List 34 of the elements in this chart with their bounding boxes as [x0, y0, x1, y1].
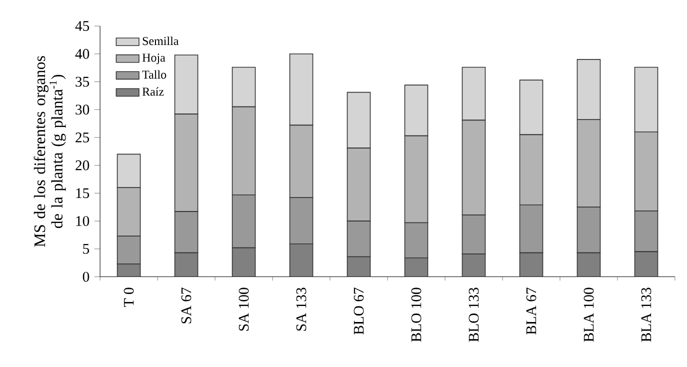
x-tick-label: SA 133	[296, 288, 306, 331]
x-tick-label: BLA 100	[584, 288, 594, 342]
legend-label: Hoja	[142, 54, 166, 64]
y-tick-label: 25	[76, 132, 90, 142]
y-tick-label: 10	[76, 216, 90, 226]
legend-label: Raíz	[142, 87, 164, 96]
y-tick-label: 15	[76, 188, 90, 198]
bar	[174, 252, 198, 277]
y-tick-label: 45	[75, 21, 90, 31]
x-tick-label: BLO 133	[468, 288, 479, 342]
bar	[404, 258, 428, 277]
bar	[634, 251, 658, 277]
x-tick-label: BLO 100	[411, 288, 422, 342]
x-tick-label: SA 100	[238, 288, 249, 331]
y-tick-label: 30	[76, 104, 90, 115]
x-tick-label: BLA 133	[641, 288, 652, 342]
x-tick-label: T 0	[124, 288, 134, 307]
y-tick-label: 5	[83, 244, 90, 254]
x-tick-label: BLA 67	[526, 288, 536, 335]
bar	[576, 252, 601, 277]
x-tick-label: SA 67	[181, 288, 192, 324]
legend-label: Semilla	[142, 36, 179, 46]
bar	[346, 256, 371, 277]
bar	[117, 264, 140, 277]
y-tick-label: 40	[75, 49, 90, 59]
legend-label: Tallo	[142, 70, 166, 79]
bar	[462, 254, 486, 277]
bar	[519, 252, 544, 277]
y-tick-label: 0	[82, 272, 90, 282]
y-tick-label: 35	[76, 76, 90, 87]
y-tick-label: 20	[76, 160, 90, 170]
x-tick-label: BLO 67	[354, 288, 364, 335]
bar	[289, 244, 314, 277]
bar	[232, 247, 256, 277]
